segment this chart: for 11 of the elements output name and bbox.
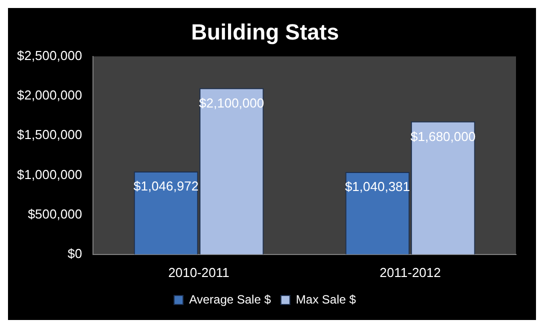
y-tick-label: $1,000,000 — [16, 166, 82, 182]
y-tick-label: $500,000 — [28, 206, 82, 222]
x-tick-label: 2011-2012 — [380, 264, 441, 280]
y-tick-label: $2,000,000 — [16, 88, 82, 103]
x-tick-label: 2010-2011 — [168, 264, 230, 280]
y-tick-label: $0 — [68, 246, 82, 261]
legend-label: Average Sale $ — [189, 292, 272, 306]
y-tick-label: $1,500,000 — [16, 127, 82, 142]
legend-label: Max Sale $ — [296, 292, 356, 306]
chart-title: Building Stats — [191, 19, 339, 44]
y-tick-label: $2,500,000 — [16, 48, 82, 63]
